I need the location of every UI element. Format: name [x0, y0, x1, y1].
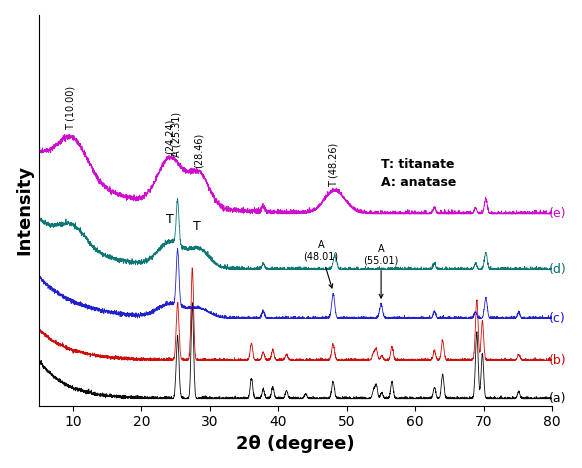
Text: (a): (a) — [549, 392, 566, 405]
Text: A
(55.01): A (55.01) — [363, 243, 399, 298]
Text: (b): (b) — [549, 354, 566, 367]
Y-axis label: Intensity: Intensity — [15, 165, 33, 256]
Text: T: T — [166, 212, 174, 226]
Text: (c): (c) — [549, 312, 566, 325]
Text: (28.46): (28.46) — [193, 132, 204, 168]
Text: T: T — [193, 220, 201, 233]
Text: T (10.00): T (10.00) — [66, 86, 76, 130]
Text: T: titanate
A: anatase: T: titanate A: anatase — [381, 158, 456, 189]
Text: (e): (e) — [549, 207, 566, 220]
X-axis label: 2θ (degree): 2θ (degree) — [236, 435, 354, 453]
Text: (24.24): (24.24) — [164, 118, 175, 154]
Text: (d): (d) — [549, 263, 567, 276]
Text: A
(48.01): A (48.01) — [303, 240, 338, 288]
Text: T (48.26): T (48.26) — [329, 143, 339, 187]
Text: A (25.31): A (25.31) — [172, 112, 182, 157]
